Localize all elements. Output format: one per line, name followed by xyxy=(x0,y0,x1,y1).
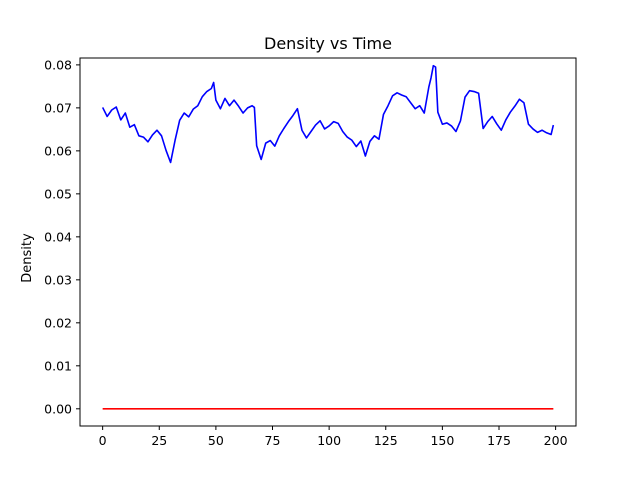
y-tick-label: 0.00 xyxy=(44,401,72,416)
x-tick-label: 200 xyxy=(544,433,568,448)
y-axis-label: Density xyxy=(20,233,35,283)
y-tick-label: 0.06 xyxy=(44,143,72,158)
series-line-1 xyxy=(101,64,555,164)
y-axis-ticks: 0.00 0.01 0.02 0.03 0.04 0.05 0.06 0.07 0.08 xyxy=(44,57,80,416)
y-tick-label: 0.07 xyxy=(44,100,72,115)
y-tick-label: 0.04 xyxy=(44,229,72,244)
y-tick-label: 0.02 xyxy=(44,315,72,330)
x-tick-label: 50 xyxy=(208,433,224,448)
y-tick-label: 0.05 xyxy=(44,186,72,201)
plot-lines xyxy=(101,64,555,410)
x-tick-label: 100 xyxy=(317,433,341,448)
x-tick-label: 175 xyxy=(487,433,511,448)
y-tick-label: 0.08 xyxy=(44,57,72,72)
x-axis-ticks: 0 25 50 75 100 125 150 175 200 xyxy=(99,426,568,448)
x-tick-label: 125 xyxy=(374,433,398,448)
x-tick-label: 150 xyxy=(430,433,454,448)
x-tick-label: 0 xyxy=(99,433,107,448)
y-tick-label: 0.03 xyxy=(44,272,72,287)
x-tick-label: 25 xyxy=(151,433,167,448)
chart-title: Density vs Time xyxy=(264,34,392,53)
plot-frame xyxy=(79,57,577,427)
y-tick-label: 0.01 xyxy=(44,358,72,373)
x-tick-label: 75 xyxy=(265,433,281,448)
